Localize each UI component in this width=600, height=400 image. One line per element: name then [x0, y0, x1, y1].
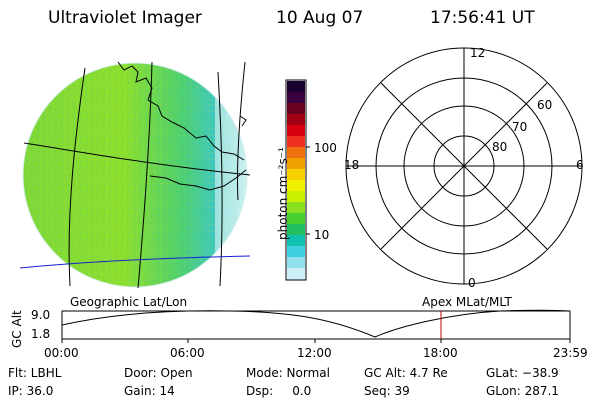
- mlt-label-18: 18: [344, 158, 360, 172]
- footer-gc-alt: GC Alt: 4.7 Re: [364, 366, 448, 380]
- colorbar-band: [287, 158, 305, 170]
- colorbar-band: [287, 180, 305, 192]
- colorbar-band: [287, 246, 305, 258]
- colorbar-band: [287, 213, 305, 225]
- uv-disc-image: [23, 63, 247, 287]
- mlt-label-0: 0: [468, 276, 476, 290]
- colorbar-band: [287, 103, 305, 115]
- colorbar-band: [287, 136, 305, 148]
- mlt-label-6: 6: [576, 158, 584, 172]
- colorbar-band: [287, 81, 305, 93]
- mlt-label-12: 12: [470, 46, 486, 60]
- altitude-ytick-max: 9.0: [31, 308, 51, 322]
- altitude-xtick-2359: 23:59: [553, 346, 588, 360]
- footer-gain: Gain: 14: [124, 384, 175, 398]
- altitude-plot: [61, 309, 571, 343]
- colorbar-band: [287, 202, 305, 214]
- footer-filter: Flt: LBHL: [8, 366, 62, 380]
- geo-map-label: Geographic Lat/Lon: [70, 295, 188, 309]
- altitude-xtick-0000: 00:00: [44, 346, 79, 360]
- mlat-label-60: 60: [537, 98, 553, 112]
- colorbar-band: [287, 114, 305, 126]
- colorbar-band: [287, 92, 305, 104]
- footer-glon: GLon: 287.1: [486, 384, 559, 398]
- mlat-label-70: 70: [512, 120, 528, 134]
- colorbar: [285, 79, 310, 281]
- altitude-xtick-1200: 12:00: [297, 346, 332, 360]
- colorbar-tick-100: 100: [314, 141, 337, 155]
- colorbar-band: [287, 235, 305, 247]
- polar-grid: [345, 47, 583, 285]
- polar-plot-label: Apex MLat/MLT: [422, 295, 512, 309]
- observation-time: 17:56:41 UT: [430, 8, 535, 28]
- colorbar-band: [287, 147, 305, 159]
- altitude-ylabel: GC Alt: [10, 310, 24, 348]
- colorbar-tick-10: 10: [314, 228, 330, 242]
- colorbar-unit-label: photon cm⁻²s⁻¹: [276, 147, 290, 240]
- footer-glat: GLat: −38.9: [486, 366, 559, 380]
- observation-date: 10 Aug 07: [276, 8, 364, 28]
- altitude-xtick-1800: 18:00: [423, 346, 458, 360]
- footer-seq: Seq: 39: [364, 384, 410, 398]
- coastline: [117, 61, 247, 191]
- colorbar-band: [287, 169, 305, 181]
- colorbar-band: [287, 191, 305, 203]
- footer-door: Door: Open: [124, 366, 193, 380]
- mlat-label-80: 80: [492, 140, 508, 154]
- altitude-ytick-min: 1.8: [31, 327, 51, 341]
- colorbar-band: [287, 268, 305, 280]
- colorbar-band: [287, 224, 305, 236]
- instrument-title: Ultraviolet Imager: [48, 8, 202, 28]
- colorbar-band: [287, 257, 305, 269]
- altitude-xtick-0600: 06:00: [170, 346, 205, 360]
- colorbar-band: [287, 125, 305, 137]
- footer-dsp: Dsp: 0.0: [246, 384, 312, 398]
- footer-ip: IP: 36.0: [8, 384, 54, 398]
- footer-mode: Mode: Normal: [246, 366, 330, 380]
